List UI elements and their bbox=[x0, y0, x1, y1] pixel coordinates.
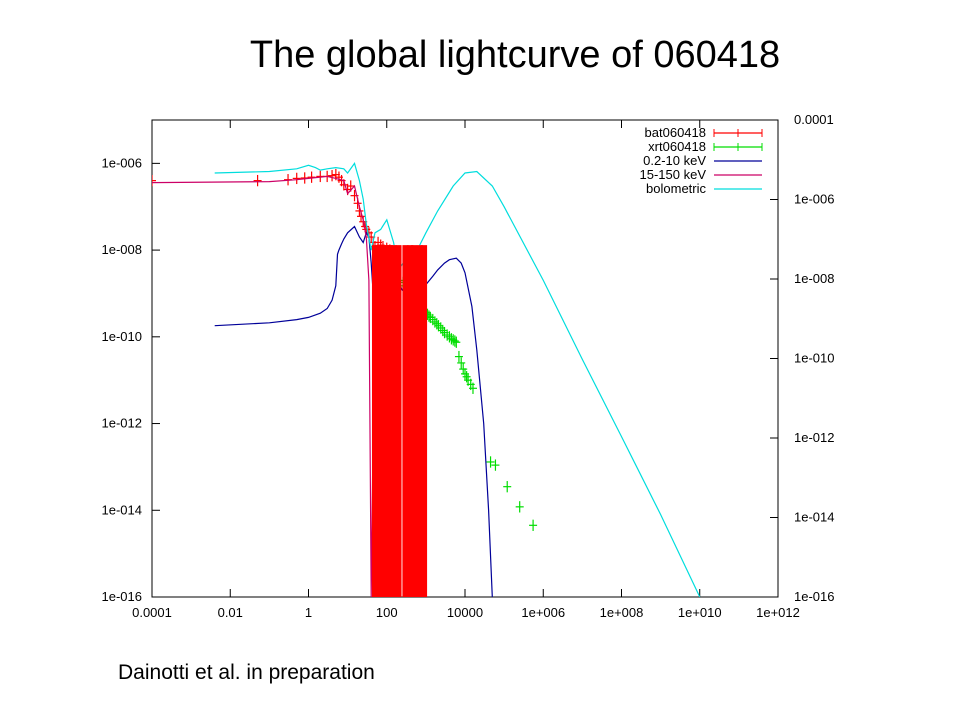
y-tick-label: 1e-014 bbox=[102, 502, 142, 517]
legend-label: bolometric bbox=[646, 181, 706, 196]
x-tick-label: 1e+012 bbox=[756, 605, 800, 620]
y-tick-label: 1e-010 bbox=[102, 329, 142, 344]
x-tick-label: 1e+010 bbox=[678, 605, 722, 620]
y2-tick-label: 1e-010 bbox=[794, 351, 834, 366]
series-bolometric bbox=[214, 162, 701, 597]
x-tick-label: 1e+006 bbox=[521, 605, 565, 620]
legend-label: bat060418 bbox=[645, 125, 706, 140]
x-tick-label: 100 bbox=[376, 605, 398, 620]
bat-error-band bbox=[371, 245, 428, 597]
y2-tick-label: 1e-006 bbox=[794, 192, 834, 207]
slide-title: The global lightcurve of 060418 bbox=[249, 34, 781, 76]
x-tick-label: 1 bbox=[305, 605, 312, 620]
series-line bbox=[214, 225, 493, 597]
y2-tick-label: 0.0001 bbox=[794, 112, 834, 127]
series-line bbox=[214, 162, 701, 597]
legend-label: 0.2-10 keV bbox=[643, 153, 706, 168]
x-tick-label: 0.01 bbox=[218, 605, 243, 620]
y-tick-label: 1e-016 bbox=[102, 589, 142, 604]
legend-label: xrt060418 bbox=[648, 139, 706, 154]
y2-tick-label: 1e-012 bbox=[794, 430, 834, 445]
series-layer bbox=[152, 162, 701, 597]
x-tick-label: 10000 bbox=[447, 605, 483, 620]
axis-ticks: 0.0001 0.01 1 100 10000 1e+006 1e+008 1e+010 1e+… bbox=[102, 112, 835, 620]
y2-tick-label: 1e-014 bbox=[794, 510, 834, 525]
y2-tick-label: 1e-008 bbox=[794, 271, 834, 286]
x-tick-label: 0.0001 bbox=[132, 605, 172, 620]
y-tick-label: 1e-012 bbox=[102, 416, 142, 431]
y-tick-label: 1e-008 bbox=[102, 242, 142, 257]
y-tick-label: 1e-006 bbox=[102, 155, 142, 170]
legend-label: 15-150 keV bbox=[640, 167, 707, 182]
y2-tick-label: 1e-016 bbox=[794, 589, 834, 604]
x-tick-label: 1e+008 bbox=[600, 605, 644, 620]
series-0-2-10-kev bbox=[214, 225, 493, 597]
slide-caption: Dainotti et al. in preparation bbox=[118, 661, 375, 684]
